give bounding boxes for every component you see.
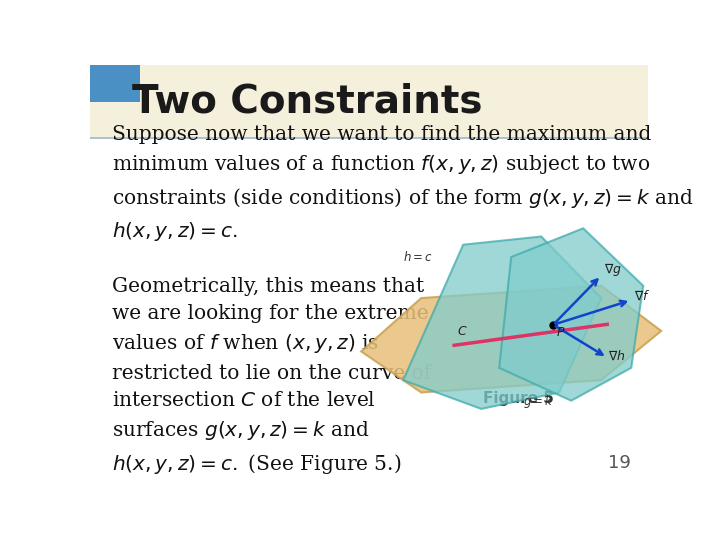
FancyBboxPatch shape — [90, 65, 648, 138]
Text: $h = c$: $h = c$ — [403, 250, 433, 264]
Text: $\nabla g$: $\nabla g$ — [604, 261, 622, 279]
Text: 19: 19 — [608, 454, 631, 472]
Polygon shape — [361, 286, 661, 393]
Text: Suppose now that we want to find the maximum and
minimum values of a function $f: Suppose now that we want to find the max… — [112, 125, 694, 242]
Text: $C$: $C$ — [457, 325, 468, 338]
Text: $g = k$: $g = k$ — [523, 393, 554, 410]
Polygon shape — [403, 237, 601, 409]
Text: $\nabla f$: $\nabla f$ — [634, 289, 651, 302]
Text: Figure 5: Figure 5 — [483, 391, 554, 406]
FancyBboxPatch shape — [90, 65, 140, 102]
Text: $P$: $P$ — [556, 326, 566, 339]
Text: Geometrically, this means that
we are looking for the extreme
values of $f$ when: Geometrically, this means that we are lo… — [112, 277, 431, 476]
Polygon shape — [499, 228, 643, 401]
Text: Two Constraints: Two Constraints — [132, 82, 482, 120]
Text: $\nabla h$: $\nabla h$ — [608, 349, 626, 363]
